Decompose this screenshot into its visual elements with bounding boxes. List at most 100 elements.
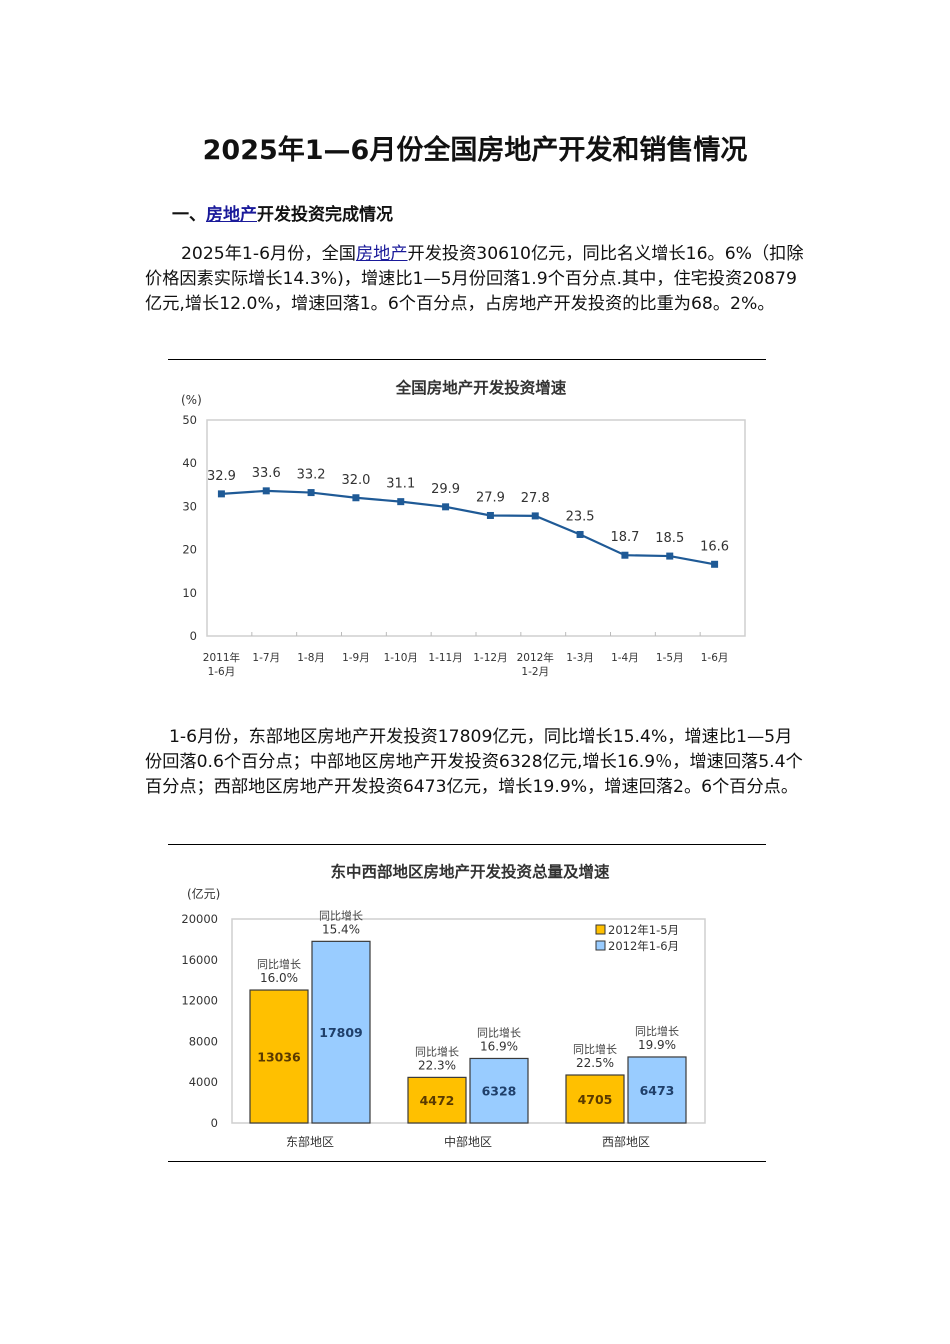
growth-caption: 同比增长 [573, 1042, 617, 1056]
data-point-marker [711, 560, 719, 568]
x-category-label: 1-6月 [701, 652, 729, 664]
y-tick-label: 0 [190, 629, 197, 643]
bar-value-label: 4472 [420, 1093, 455, 1108]
growth-caption: 同比增长 [257, 957, 301, 971]
growth-value: 16.0% [260, 971, 298, 985]
chart2-top-rule [168, 844, 766, 845]
region-label: 中部地区 [444, 1134, 492, 1149]
bar-chart-y-unit: (亿元) [187, 887, 221, 901]
growth-value: 15.4% [322, 922, 360, 936]
y-tick-label: 10 [182, 586, 197, 600]
x-category-label: 1-3月 [566, 652, 594, 664]
x-category-label: 1-9月 [342, 652, 370, 664]
bar-plot-frame [231, 918, 706, 1124]
growth-caption: 同比增长 [477, 1025, 521, 1039]
line-chart-y-unit: (%) [181, 393, 202, 407]
y-tick-label: 40 [182, 456, 197, 470]
data-value-label: 31.1 [386, 477, 415, 492]
data-value-label: 29.9 [431, 482, 460, 497]
chart2-bottom-rule [168, 1161, 766, 1162]
x-category-label: 1-6月 [208, 666, 236, 678]
region-label: 西部地区 [602, 1134, 650, 1149]
data-point-marker [576, 530, 584, 538]
data-value-label: 27.9 [476, 490, 505, 505]
data-value-label: 23.5 [566, 509, 595, 524]
y-tick-label: 16000 [181, 953, 218, 967]
paragraph-regional-investment: 1-6月份，东部地区房地产开发投资17809亿元，同比增长15.4%，增速比1—… [145, 727, 803, 797]
growth-value: 22.3% [418, 1058, 456, 1072]
bar-value-label: 6473 [640, 1083, 675, 1098]
real-estate-link[interactable]: 房地产 [206, 205, 257, 225]
data-value-label: 18.7 [610, 530, 639, 545]
region-label: 东部地区 [286, 1134, 334, 1149]
bar-value-label: 6328 [482, 1084, 517, 1099]
legend-label: 2012年1-6月 [608, 939, 679, 953]
para1-text-end: 开发投资30610亿元，同比名义增长16。6%（扣除价格因素实际增长14.3%)… [145, 244, 804, 314]
legend-label: 2012年1-5月 [608, 923, 679, 937]
y-tick-label: 8000 [189, 1034, 218, 1048]
bar [627, 1056, 687, 1124]
bar [407, 1076, 467, 1124]
data-value-label: 32.9 [207, 469, 236, 484]
paragraph-national-investment: 2025年1-6月份，全国房地产开发投资30610亿元，同比名义增长16。6%（… [145, 242, 805, 317]
bar-value-label: 13036 [257, 1050, 301, 1065]
growth-line [221, 489, 715, 566]
x-category-label: 1-8月 [297, 652, 325, 664]
growth-value: 22.5% [576, 1056, 614, 1070]
bar [249, 989, 309, 1124]
document-title: 2025年1—6月份全国房地产开发和销售情况 [202, 135, 748, 166]
chart1-top-rule [168, 359, 766, 360]
x-category-label: 1-7月 [252, 652, 280, 664]
legend-swatch [595, 924, 606, 935]
bar [565, 1074, 625, 1124]
data-value-label: 33.6 [252, 466, 281, 481]
x-category-label: 1-5月 [656, 652, 684, 664]
y-tick-label: 20000 [181, 912, 218, 926]
y-tick-label: 4000 [189, 1075, 218, 1089]
x-category-label: 1-2月 [521, 666, 549, 678]
data-point-marker [621, 551, 629, 559]
section-heading-text: 开发投资完成情况 [257, 205, 393, 225]
x-category-label: 1-12月 [473, 652, 507, 664]
bar-value-label: 4705 [578, 1092, 613, 1107]
data-point-marker [666, 552, 674, 560]
growth-value: 19.9% [638, 1038, 676, 1052]
legend-swatch [595, 940, 606, 951]
data-value-label: 18.5 [655, 531, 684, 546]
line-chart-title: 全国房地产开发投资增速 [395, 379, 567, 397]
y-tick-label: 0 [211, 1116, 218, 1130]
y-tick-label: 12000 [181, 994, 218, 1008]
bar-value-label: 17809 [319, 1025, 363, 1040]
growth-caption: 同比增长 [319, 908, 363, 922]
bar [469, 1057, 529, 1124]
data-point-marker [307, 489, 315, 497]
section-heading: 一、房地产开发投资完成情况 [172, 200, 393, 225]
data-point-marker [442, 503, 450, 511]
real-estate-inline-link[interactable]: 房地产 [355, 244, 408, 264]
y-tick-label: 20 [182, 543, 197, 557]
growth-caption: 同比增长 [635, 1024, 679, 1038]
data-point-marker [397, 498, 405, 506]
data-point-marker [217, 490, 225, 498]
data-point-marker [262, 487, 270, 495]
x-category-label: 2011年 [203, 651, 240, 664]
section-number: 一、 [172, 205, 206, 225]
data-point-marker [531, 512, 539, 520]
x-category-label: 1-10月 [384, 652, 418, 664]
data-value-label: 27.8 [521, 491, 550, 506]
bar-chart-title: 东中西部地区房地产开发投资总量及增速 [330, 863, 610, 881]
x-category-label: 1-4月 [611, 652, 639, 664]
data-value-label: 33.2 [297, 468, 326, 483]
data-value-label: 16.6 [700, 539, 729, 554]
y-tick-label: 50 [182, 413, 197, 427]
x-category-label: 2012年 [517, 651, 554, 664]
growth-caption: 同比增长 [415, 1044, 459, 1058]
para1-text-start: 2025年1-6月份，全国 [181, 244, 356, 264]
data-point-marker [352, 494, 360, 502]
growth-value: 16.9% [480, 1039, 518, 1053]
x-category-label: 1-11月 [428, 652, 462, 664]
bar [311, 940, 371, 1124]
data-value-label: 32.0 [341, 473, 370, 488]
